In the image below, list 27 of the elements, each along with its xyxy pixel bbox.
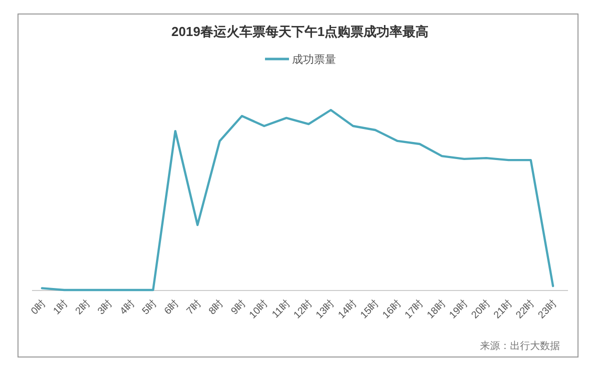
x-tick-label: 4时 [118, 298, 137, 318]
x-tick-label: 2时 [73, 298, 93, 318]
x-tick-label: 8时 [206, 298, 226, 318]
x-tick-label: 14时 [336, 298, 360, 322]
x-tick-label: 1时 [50, 298, 70, 318]
chart-title: 2019春运火车票每天下午1点购票成功率最高 [171, 24, 429, 39]
legend-label: 成功票量 [292, 53, 336, 66]
x-tick-label: 7时 [184, 298, 204, 318]
x-tick-label: 19时 [446, 298, 470, 322]
x-tick-label: 21时 [491, 298, 515, 322]
x-tick-label: 17时 [402, 298, 426, 322]
x-tick-label: 9时 [228, 298, 248, 318]
x-tick-label: 23时 [536, 298, 560, 322]
x-tick-label: 11时 [270, 298, 293, 321]
x-tick-label: 10时 [246, 298, 270, 322]
x-tick-label: 15时 [358, 298, 382, 322]
x-tick-label: 16时 [380, 298, 404, 322]
source-note: 来源：出行大数据 [480, 340, 560, 352]
x-tick-label: 3时 [95, 298, 115, 318]
x-tick-label: 20时 [469, 298, 492, 322]
x-tick-label: 18时 [424, 298, 448, 322]
x-tick-label: 6时 [162, 298, 182, 318]
x-tick-label: 5时 [140, 298, 160, 318]
x-tick-label: 0时 [28, 298, 48, 318]
x-tick-label: 12时 [291, 298, 315, 322]
x-tick-label: 13时 [314, 298, 337, 322]
x-tick-label: 22时 [513, 298, 537, 322]
